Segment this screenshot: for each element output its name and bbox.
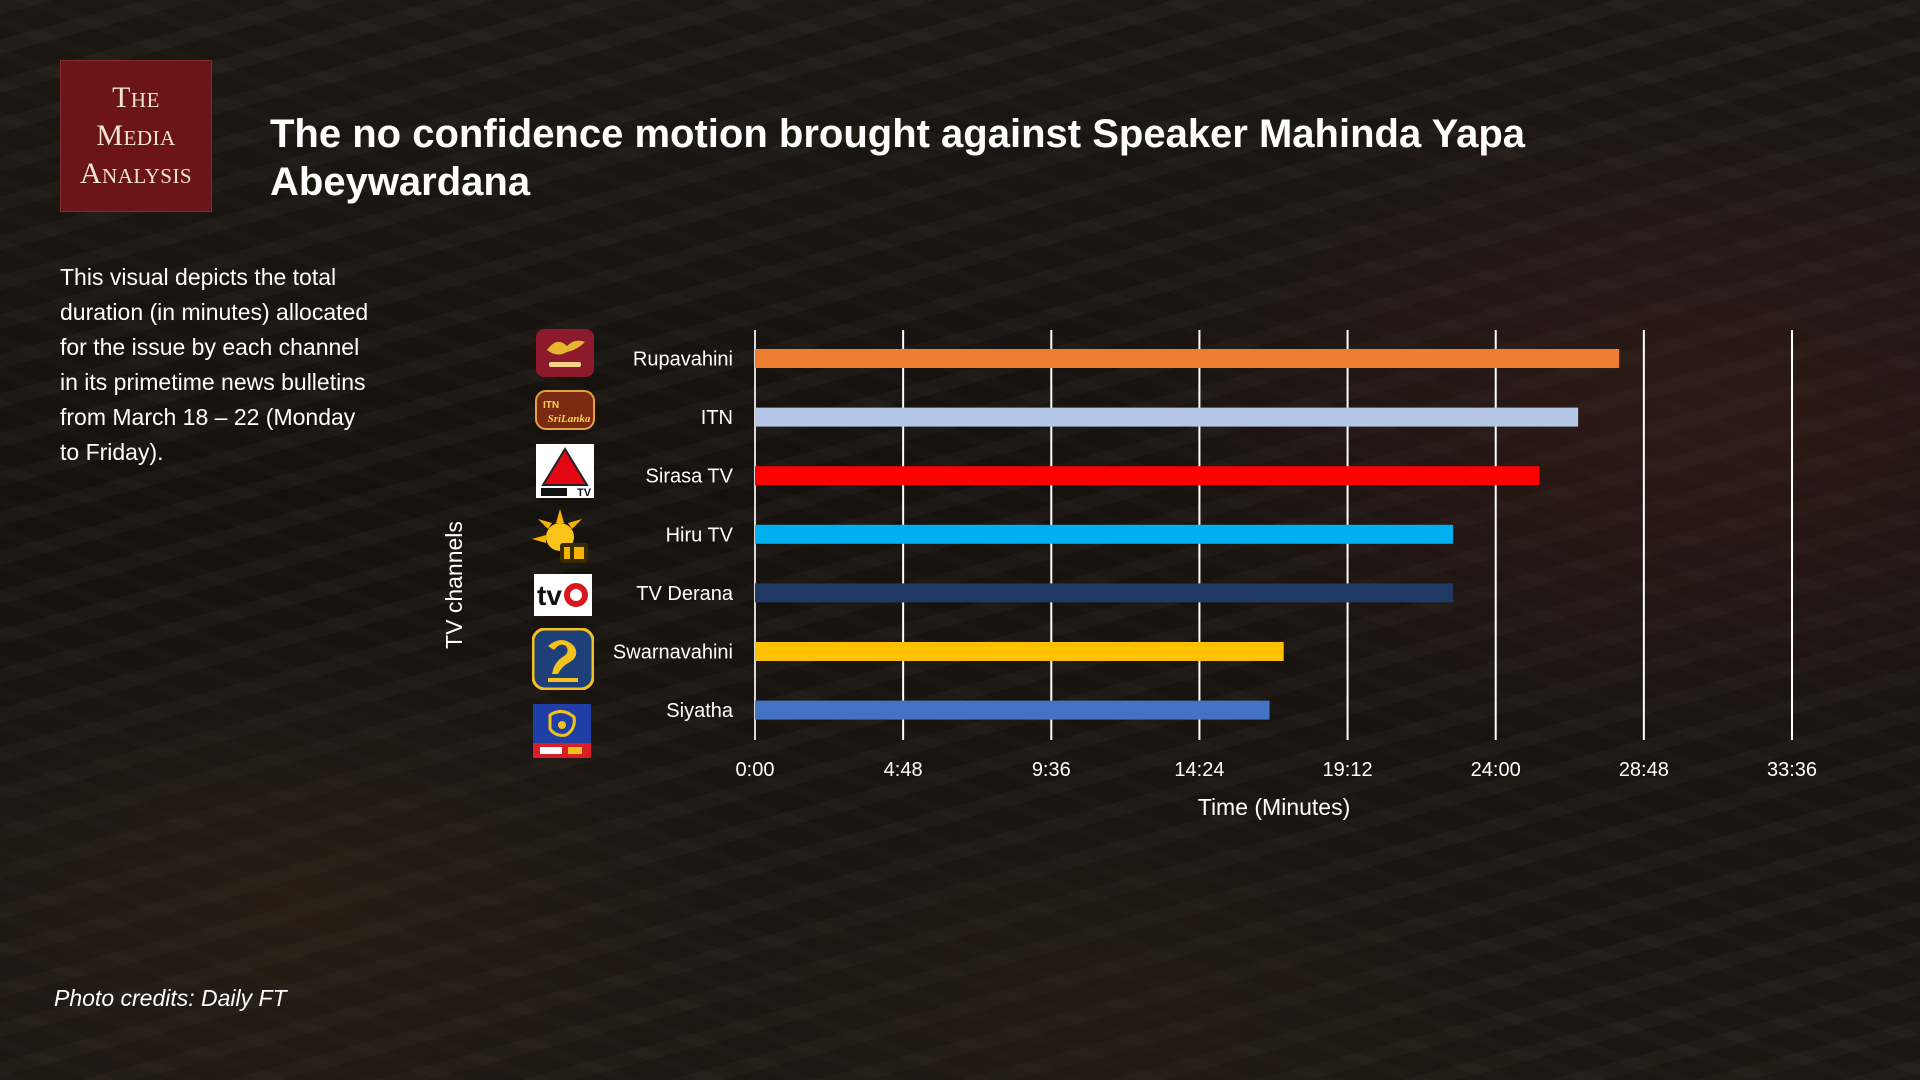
page-title: The no confidence motion brought against… xyxy=(270,112,1525,204)
x-tick-label: 14:24 xyxy=(1174,759,1224,781)
tv-derana-logo-icon: tv xyxy=(533,573,593,617)
bar-itn xyxy=(755,407,1579,427)
bar-rupavahini xyxy=(755,349,1620,368)
hiru-tv-logo-icon xyxy=(530,507,590,565)
chart-description: This visual depicts the total duration (… xyxy=(60,264,369,465)
x-tick-label: 4:48 xyxy=(884,759,923,781)
bar-tv-derana xyxy=(755,583,1454,603)
logo-line-1: The xyxy=(112,81,160,114)
photo-credits: Photo credits: Daily FT xyxy=(54,985,287,1011)
x-tick-label: 24:00 xyxy=(1471,759,1521,781)
siyatha-tv-logo-icon xyxy=(532,703,592,759)
y-category-label: Siyatha xyxy=(666,700,734,722)
rupavahini-logo-icon xyxy=(535,328,595,378)
swarnavahini-logo-icon xyxy=(531,627,595,691)
x-tick-label: 19:12 xyxy=(1323,759,1373,781)
logo-line-2: Media xyxy=(96,119,176,152)
media-analysis-logo: The Media Analysis xyxy=(60,60,212,212)
y-category-label: Sirasa TV xyxy=(646,466,734,488)
bar-swarnavahini xyxy=(755,642,1284,661)
y-category-label: ITN xyxy=(701,407,733,429)
itn-icon-top-text: ITN xyxy=(543,400,559,411)
y-axis-title: TV channels xyxy=(441,521,467,649)
bar-hiru-tv xyxy=(755,524,1454,544)
x-axis-title: Time (Minutes) xyxy=(1198,794,1351,820)
sirasa-tv-logo-icon: TV xyxy=(535,443,595,499)
y-category-label: TV Derana xyxy=(636,583,734,605)
bar-siyatha xyxy=(755,700,1270,720)
y-category-label: Hiru TV xyxy=(666,524,734,546)
sirasa-icon-text: TV xyxy=(577,487,592,499)
itn-logo-icon: ITN SriLanka xyxy=(535,390,595,440)
bar-sirasa-tv xyxy=(755,466,1540,486)
y-category-label: Swarnavahini xyxy=(613,642,733,664)
logo-line-3: Analysis xyxy=(79,157,193,190)
y-category-label: Rupavahini xyxy=(633,349,733,371)
x-tick-label: 28:48 xyxy=(1619,759,1669,781)
derana-icon-text: tv xyxy=(537,580,562,611)
itn-icon-bottom-text: SriLanka xyxy=(548,413,591,425)
x-tick-label: 0:00 xyxy=(736,759,775,781)
x-tick-label: 9:36 xyxy=(1032,759,1071,781)
x-tick-label: 33:36 xyxy=(1767,759,1817,781)
